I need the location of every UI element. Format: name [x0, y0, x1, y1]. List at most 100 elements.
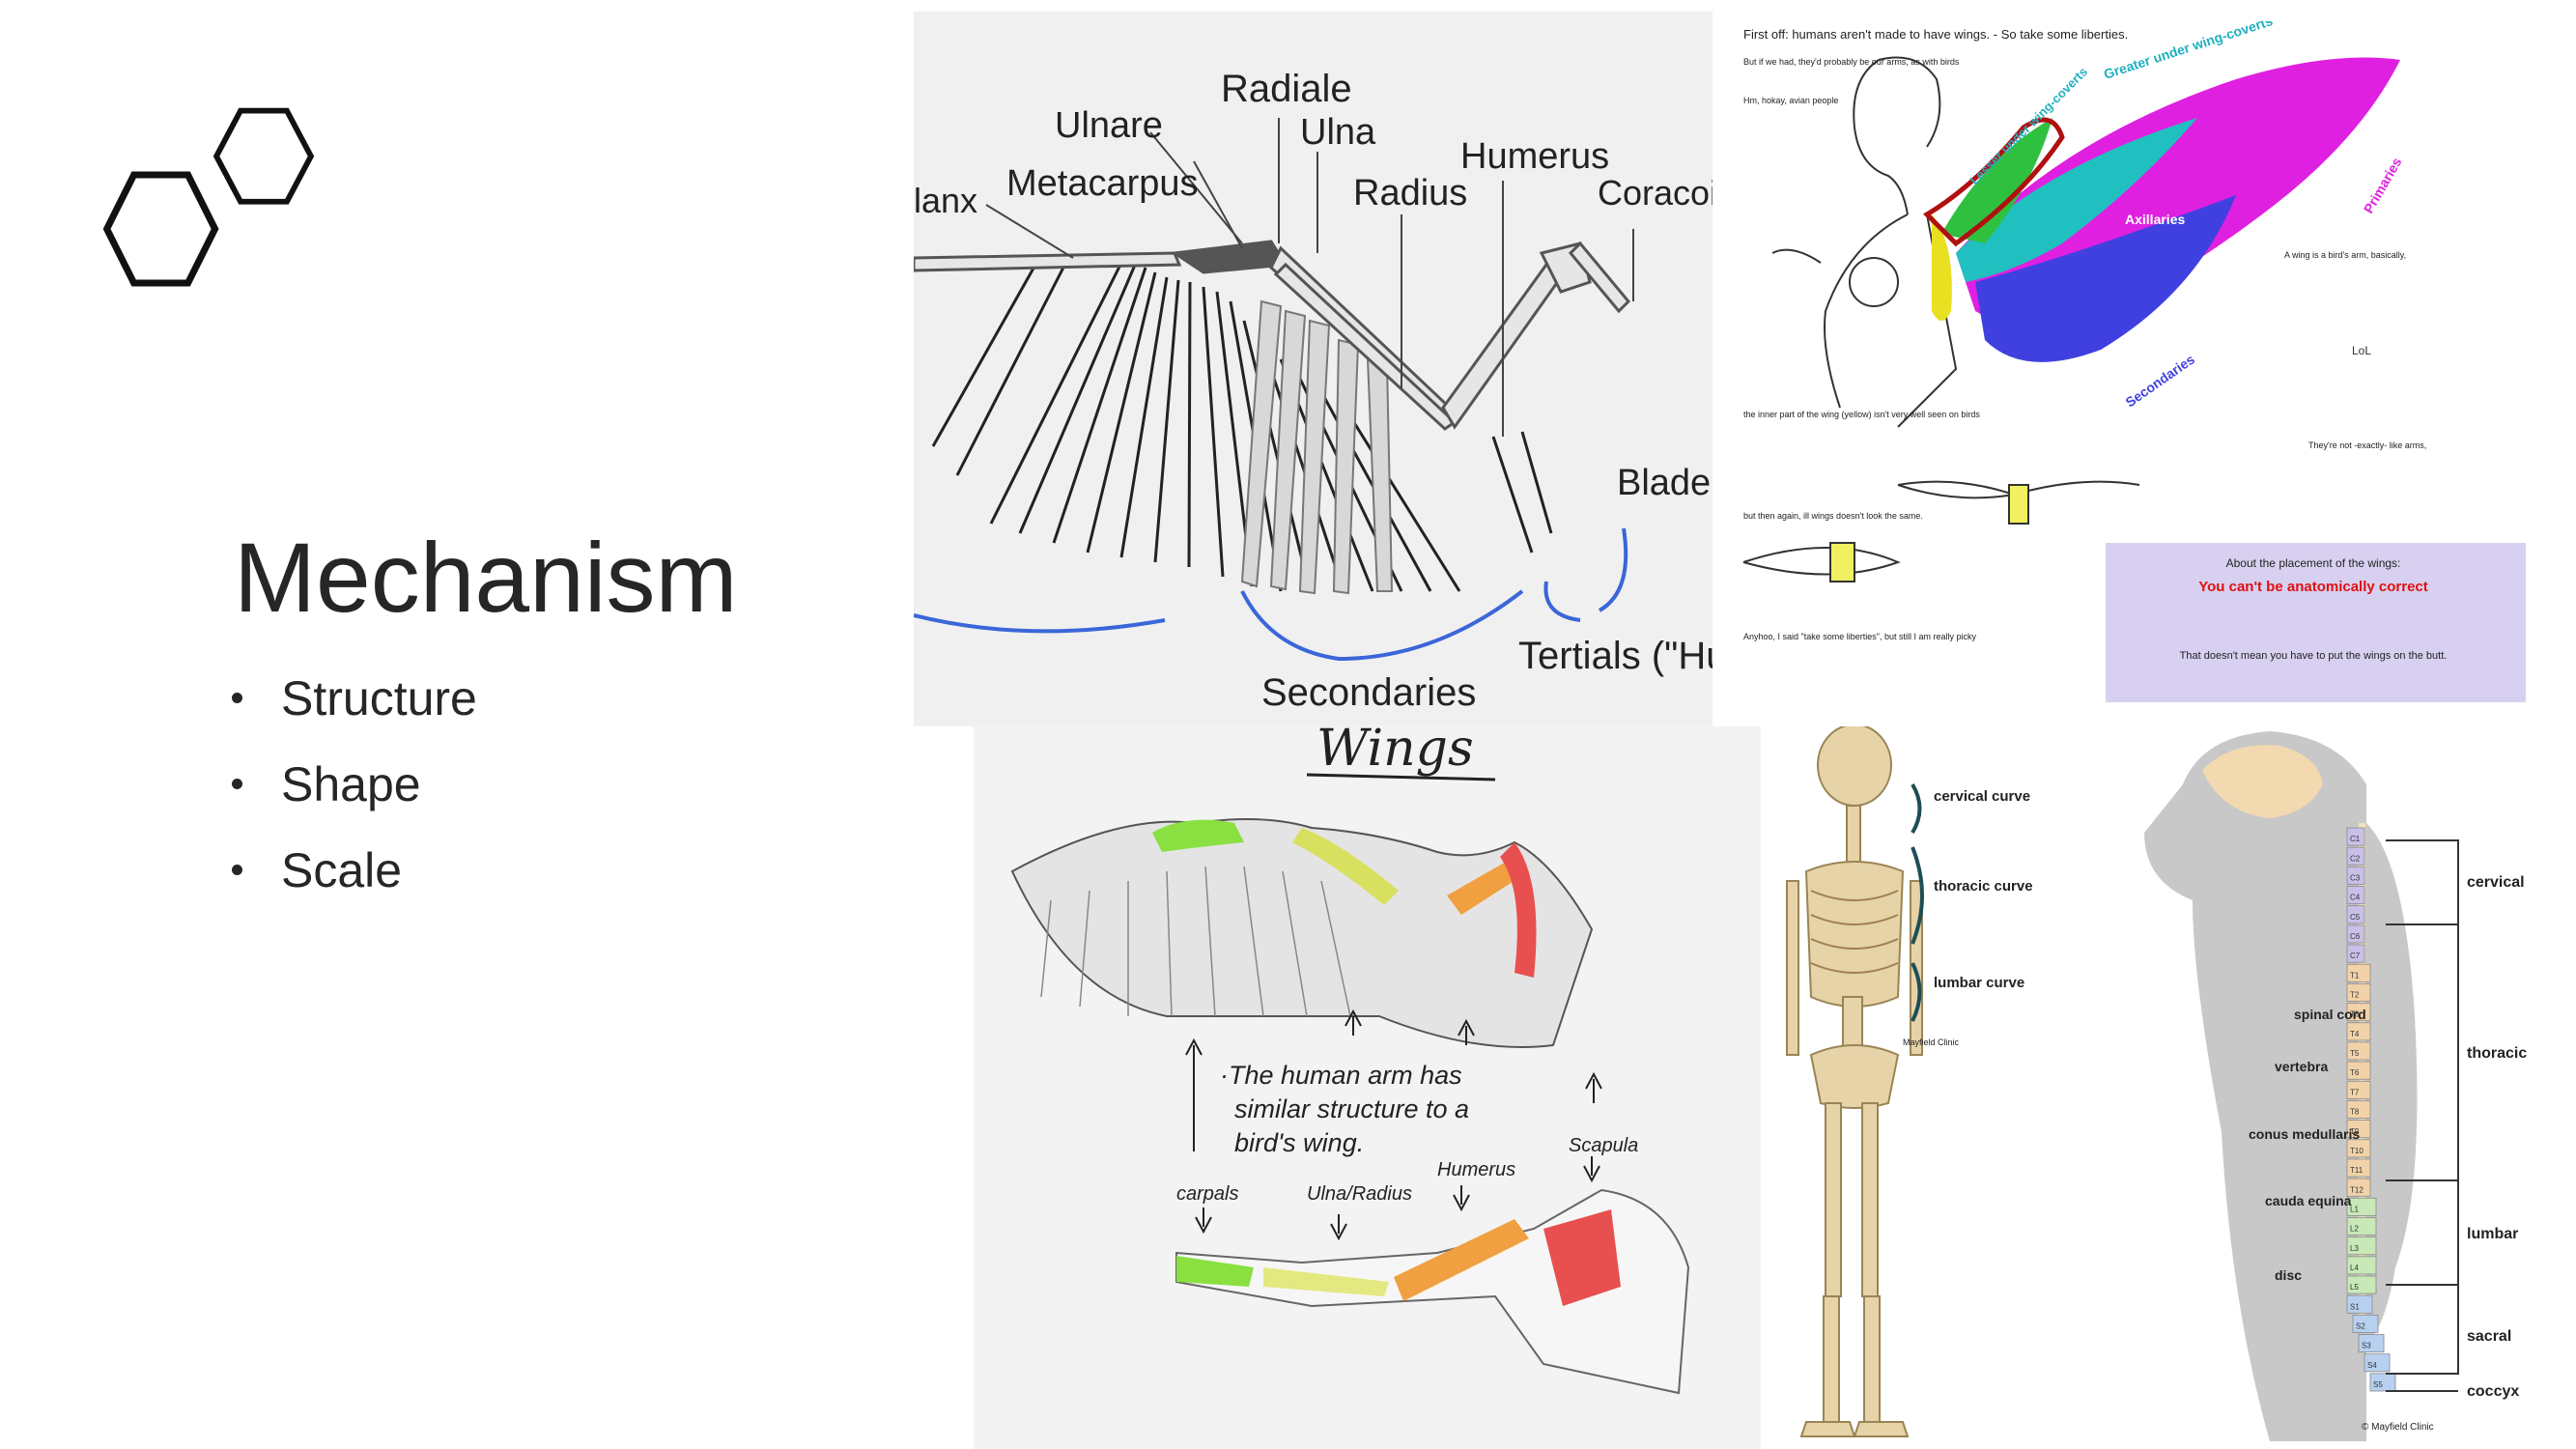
vertebra-T5	[2346, 1041, 2371, 1061]
vertebra-S2	[2352, 1314, 2379, 1333]
placement-emphasis: You can't be anatomically correct	[2198, 579, 2428, 595]
bullet-dot-icon	[232, 779, 242, 789]
vertebra-label: T8	[2350, 1108, 2360, 1117]
vertebra-label: C2	[2350, 854, 2361, 863]
vertebra-label: C1	[2350, 835, 2361, 843]
vertebra-T1	[2346, 963, 2371, 982]
vertebra-C4	[2346, 886, 2365, 905]
spine-credit: © Mayfield Clinic	[2362, 1422, 2434, 1433]
label-thoracic-curve-text: thoracic curve	[1934, 878, 2033, 895]
region-cervical: cervical	[2467, 874, 2525, 891]
label-axillaries: Axillaries	[2125, 212, 2185, 227]
vertebra-T6	[2346, 1061, 2371, 1080]
note-inner-wing: the inner part of the wing (yellow) isn'…	[1743, 410, 1980, 419]
bullet-list: Structure Shape Scale	[232, 655, 477, 913]
bird-wing-skeleton-figure: Radiale Ulnare Ulna Metacarpus Humerus R…	[914, 12, 1713, 726]
vertebra-label: L3	[2350, 1244, 2359, 1253]
vertebra-label: S2	[2356, 1321, 2365, 1330]
vertebra-C6	[2346, 924, 2365, 944]
label-radius: Radius	[1353, 173, 1467, 213]
vertebra-label: T10	[2350, 1147, 2364, 1155]
region-lumbar: lumbar	[2467, 1226, 2518, 1242]
placement-body: That doesn't mean you have to put the wi…	[2180, 650, 2448, 662]
label-radiale: Radiale	[1221, 68, 1352, 110]
vertebra-T7	[2346, 1080, 2371, 1099]
vertebra-label: C4	[2350, 894, 2361, 902]
placement-heading: About the placement of the wings:	[2226, 556, 2401, 570]
label-disc: disc	[2275, 1267, 2302, 1283]
vertebra-label: L5	[2350, 1283, 2359, 1292]
vertebra-C5	[2346, 905, 2365, 924]
label-thoracic-curve: thoracic curve	[1934, 878, 2033, 895]
label-metacarpus: Metacarpus	[1006, 163, 1199, 204]
vertebra-label: L2	[2350, 1225, 2359, 1234]
label-ulnare: Ulnare	[1055, 105, 1163, 146]
vertebra-label: C6	[2350, 932, 2361, 941]
wing-sketch-figure: Wings ·The human arm has similar struct	[974, 726, 1761, 1449]
label-vertebra: vertebra	[2275, 1059, 2328, 1074]
vertebra-label: T5	[2350, 1049, 2360, 1058]
vertebra-label: S1	[2350, 1302, 2360, 1311]
vertebra-label: C7	[2350, 952, 2361, 960]
label-humerus: Humerus	[1437, 1159, 1515, 1180]
vertebra-L2	[2346, 1217, 2377, 1236]
vertebra-T10	[2346, 1139, 2371, 1158]
vertebra-T9	[2346, 1120, 2371, 1139]
caption-line-3: bird's wing.	[1234, 1128, 1364, 1157]
vertebra-L3	[2346, 1236, 2377, 1256]
label-primaries: Primaries	[2361, 155, 2405, 215]
vertebra-S5	[2369, 1373, 2396, 1392]
vertebra-L1	[2346, 1197, 2377, 1216]
bullet-item: Structure	[232, 655, 477, 741]
bullet-text: Shape	[281, 756, 421, 811]
sketch-title: Wings	[1316, 726, 1474, 778]
label-phalanx: lanx	[914, 181, 977, 220]
label-carpals: carpals	[1176, 1183, 1238, 1205]
vertebra-label: L1	[2350, 1205, 2359, 1213]
vertebra-label: S4	[2367, 1361, 2377, 1370]
note-then-again: but then again, ill wings doesn't look t…	[1743, 511, 1923, 521]
label-spinal-cord: spinal cord	[2294, 1007, 2366, 1022]
slide-title: Mechanism	[234, 523, 738, 633]
vertebra-T3	[2346, 1003, 2371, 1022]
region-coccyx: coccyx	[2467, 1383, 2519, 1400]
vertebra-label: T4	[2350, 1030, 2360, 1038]
label-lumbar-curve: lumbar curve	[1934, 975, 2024, 991]
vertebra-C1	[2346, 827, 2365, 846]
label-tertials: Tertials ("Hu	[1518, 635, 1713, 677]
bullet-text: Structure	[281, 670, 477, 725]
label-cauda-equina: cauda equina	[2265, 1193, 2352, 1208]
guide-header: First off: humans aren't made to have wi…	[1743, 27, 2128, 42]
vertebra-label: L4	[2350, 1264, 2359, 1272]
label-coracoid: Coracoid	[1598, 173, 1713, 213]
label-cervical-curve-text: cervical curve	[1934, 788, 2030, 805]
label-lumbar-curve-text: lumbar curve	[1934, 975, 2024, 991]
vertebra-T8	[2346, 1100, 2371, 1119]
note-not-exactly: They're not -exactly- like arms,	[2308, 440, 2426, 450]
vertebra-C7	[2346, 944, 2365, 963]
label-blade: Blade o	[1617, 463, 1713, 503]
label-ulna: Ulna	[1300, 112, 1376, 153]
label-humerus: Humerus	[1460, 136, 1609, 177]
region-thoracic: thoracic	[2467, 1045, 2527, 1062]
vertebra-label: T6	[2350, 1068, 2360, 1077]
skeleton-credit: Mayfield Clinic	[1903, 1037, 1960, 1047]
vertebra-label: T1	[2350, 971, 2360, 980]
vertebra-label: C5	[2350, 913, 2361, 922]
vertebra-S4	[2364, 1353, 2391, 1373]
vertebra-label: T7	[2350, 1088, 2360, 1096]
vertebra-S1	[2346, 1294, 2373, 1314]
region-sacral: sacral	[2467, 1328, 2511, 1345]
note-if-had-wings: But if we had, they'd probably be our ar…	[1743, 57, 1960, 67]
label-secondaries: Secondaries	[2123, 351, 2198, 410]
label-lol: LoL	[2352, 344, 2371, 357]
bullet-item: Scale	[232, 827, 477, 913]
vertebra-C3	[2346, 866, 2365, 885]
vertebra-label: T12	[2350, 1185, 2364, 1194]
vertebra-T2	[2346, 982, 2371, 1002]
caption-line-2: similar structure to a	[1234, 1094, 1469, 1123]
label-conus-medullaris: conus medullaris	[2249, 1126, 2360, 1142]
note-wing-is-arm: A wing is a bird's arm, basically,	[2284, 250, 2406, 260]
vertebra-label: T11	[2350, 1166, 2364, 1175]
hexagon-logo-icon	[102, 107, 315, 287]
